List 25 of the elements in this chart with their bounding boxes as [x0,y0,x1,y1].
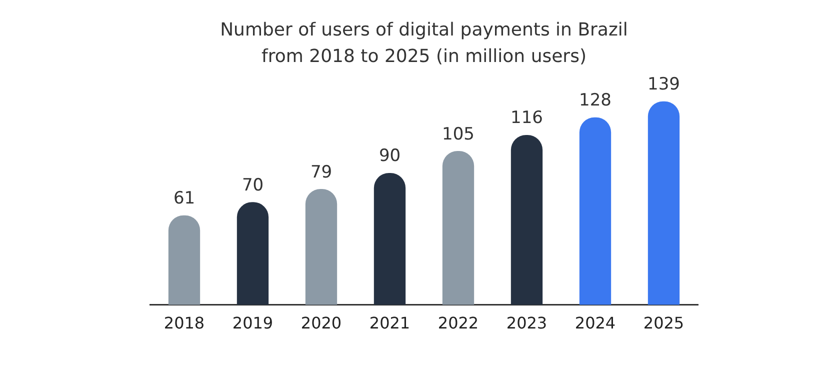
bar [374,172,406,305]
bar [305,189,338,305]
data-label: 79 [310,162,332,182]
x-tick-label: 2019 [232,314,274,333]
data-label: 90 [378,146,401,166]
bar [648,101,680,305]
bar [510,134,543,305]
chart-title: Number of users of digital payments in Brazil from 2018 to 2025 (in million users) [220,20,628,67]
data-label: 139 [648,74,680,95]
x-tick-label: 2018 [164,314,205,333]
x-tick-label: 2025 [643,314,684,333]
data-label: 105 [442,124,474,144]
data-label: 116 [510,108,543,128]
x-tick-label: 2024 [574,314,616,333]
data-label: 61 [173,188,196,209]
bar [442,151,474,305]
data-label: 70 [242,175,264,196]
x-tick-label: 2021 [369,314,410,333]
x-tick-label: 2020 [300,314,342,333]
x-tick-label: 2023 [506,314,548,333]
bar [236,202,269,305]
data-label: 128 [579,90,612,111]
x-tick-label: 2022 [438,314,479,333]
bar [168,215,200,305]
bar [579,117,612,305]
